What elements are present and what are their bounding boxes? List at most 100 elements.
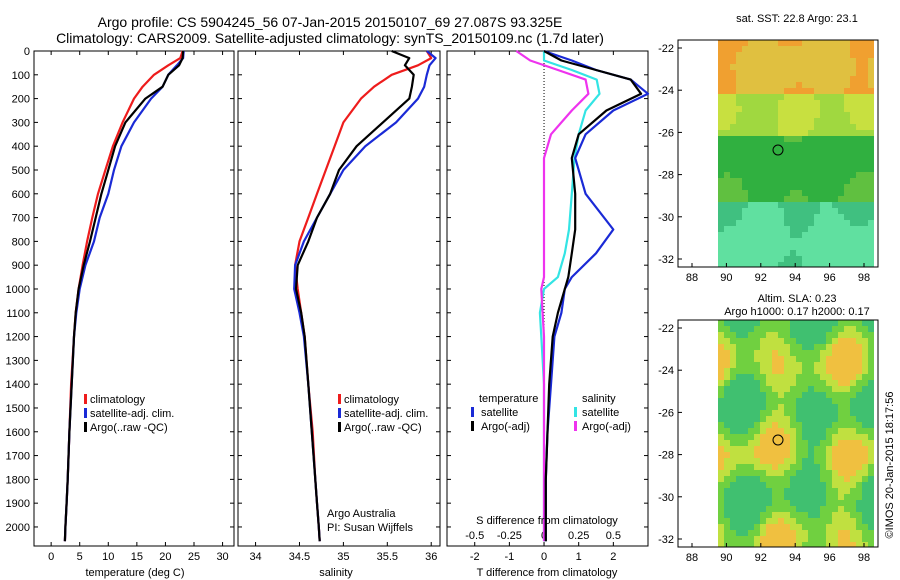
map-cell: [748, 464, 754, 470]
map-cell: [820, 112, 826, 118]
map-cell: [826, 380, 832, 386]
map-cell: [760, 524, 766, 530]
map-cell: [754, 350, 760, 356]
map-cell: [862, 356, 868, 362]
map-cell: [748, 506, 754, 512]
map-cell: [856, 506, 862, 512]
map-cell: [838, 464, 844, 470]
map-cell: [742, 368, 748, 374]
map-cell: [724, 130, 730, 136]
map-cell: [826, 362, 832, 368]
map-cell: [838, 94, 844, 100]
map-cell: [736, 94, 742, 100]
map-cell: [850, 344, 856, 350]
map-cell: [724, 368, 730, 374]
map-cell: [838, 530, 844, 536]
map-cell: [808, 172, 814, 178]
map-cell: [742, 356, 748, 362]
map-cell: [772, 64, 778, 70]
map-cell: [868, 202, 874, 208]
map-cell: [748, 256, 754, 262]
map-cell: [730, 208, 736, 214]
map-cell: [844, 94, 850, 100]
s-tick-label: 0.25: [568, 530, 589, 542]
map-cell: [790, 208, 796, 214]
map-cell: [868, 58, 874, 64]
map-cell: [826, 64, 832, 70]
map-cell: [868, 380, 874, 386]
map-cell: [862, 368, 868, 374]
map-cell: [838, 542, 844, 547]
map-cell: [718, 190, 724, 196]
map-cell: [850, 196, 856, 202]
map-cell: [718, 506, 724, 512]
map-cell: [820, 106, 826, 112]
map-cell: [802, 530, 808, 536]
map-cell: [820, 100, 826, 106]
map-cell: [736, 362, 742, 368]
map-cell: [784, 256, 790, 262]
map-cell: [814, 244, 820, 250]
map-cell: [784, 220, 790, 226]
map-cell: [862, 100, 868, 106]
map-cell: [742, 476, 748, 482]
map-cell: [718, 226, 724, 232]
map-cell: [742, 142, 748, 148]
map-cell: [856, 148, 862, 154]
map-cell: [808, 40, 814, 46]
map-cell: [832, 350, 838, 356]
map-cell: [736, 196, 742, 202]
map-cell: [736, 46, 742, 52]
map-cell: [802, 70, 808, 76]
map-cell: [790, 392, 796, 398]
map-cell: [856, 500, 862, 506]
map-cell: [856, 344, 862, 350]
map-cell: [856, 512, 862, 518]
map-cell: [784, 518, 790, 524]
map-cell: [862, 82, 868, 88]
map-cell: [862, 40, 868, 46]
map-cell: [814, 58, 820, 64]
map-cell: [784, 380, 790, 386]
map-cell: [826, 368, 832, 374]
map-cell: [850, 88, 856, 94]
map-cell: [772, 530, 778, 536]
map-cell: [760, 232, 766, 238]
map-cell: [748, 344, 754, 350]
map-cell: [802, 214, 808, 220]
map-cell: [784, 440, 790, 446]
map-cell: [862, 332, 868, 338]
map-cell: [718, 368, 724, 374]
map-cell: [856, 208, 862, 214]
map-cell: [826, 70, 832, 76]
map-cell: [844, 458, 850, 464]
map-cell: [724, 326, 730, 332]
map-cell: [766, 536, 772, 542]
map-cell: [856, 166, 862, 172]
map-cell: [790, 386, 796, 392]
map-cell: [724, 154, 730, 160]
map-cell: [868, 404, 874, 410]
map-cell: [826, 428, 832, 434]
depth-tick-label: 1900: [6, 498, 30, 510]
map-cell: [826, 76, 832, 82]
map-cell: [850, 494, 856, 500]
map-cell: [814, 262, 820, 267]
map-cell: [814, 214, 820, 220]
map-cell: [856, 410, 862, 416]
map-cell: [832, 404, 838, 410]
map-cell: [748, 136, 754, 142]
map-cell: [766, 452, 772, 458]
map-cell: [856, 184, 862, 190]
map-cell: [718, 332, 724, 338]
map-cell: [766, 106, 772, 112]
map-cell: [766, 112, 772, 118]
map-cell: [790, 232, 796, 238]
map-cell: [760, 506, 766, 512]
map-cell: [814, 398, 820, 404]
map-cell: [748, 178, 754, 184]
map-cell: [778, 326, 784, 332]
map-cell: [784, 40, 790, 46]
map-cell: [724, 386, 730, 392]
map-cell: [790, 106, 796, 112]
